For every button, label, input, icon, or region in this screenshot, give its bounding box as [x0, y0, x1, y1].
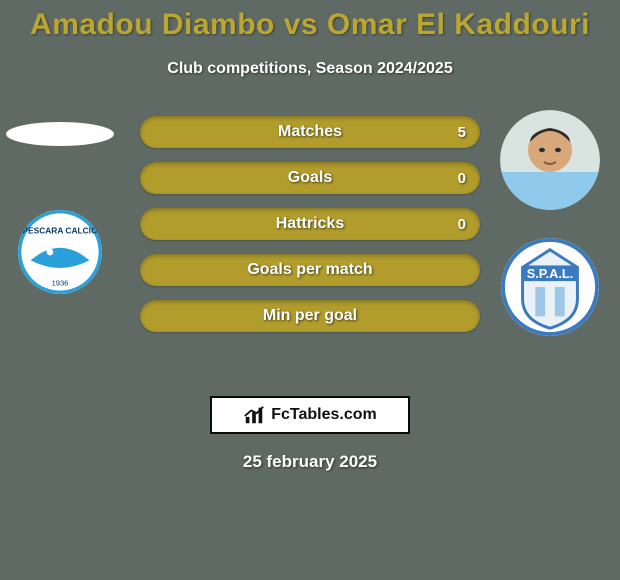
svg-text:PESCARA CALCIO: PESCARA CALCIO: [22, 226, 98, 236]
player-face-icon: [500, 110, 600, 210]
spal-badge-icon: S.P.A.L.: [501, 238, 599, 336]
comparison-card: Amadou Diambo vs Omar El Kaddouri Club c…: [0, 0, 620, 580]
stat-row-hattricks: Hattricks 0: [140, 208, 480, 240]
branding-badge: FcTables.com: [210, 396, 410, 434]
stat-label: Matches: [278, 123, 342, 141]
stat-right-value: 0: [458, 170, 466, 187]
stat-label: Hattricks: [276, 215, 344, 233]
subtitle: Club competitions, Season 2024/2025: [0, 60, 620, 78]
stat-row-matches: Matches 5: [140, 116, 480, 148]
right-club-badge: S.P.A.L.: [501, 238, 599, 336]
page-title: Amadou Diambo vs Omar El Kaddouri: [0, 0, 620, 42]
stat-label: Min per goal: [263, 307, 357, 325]
left-player-column: PESCARA CALCIO 1936: [0, 110, 120, 294]
stat-right-value: 5: [458, 124, 466, 141]
stat-label: Goals per match: [247, 261, 372, 279]
stat-row-goals: Goals 0: [140, 162, 480, 194]
date-text: 25 february 2025: [0, 452, 620, 472]
svg-text:S.P.A.L.: S.P.A.L.: [527, 266, 573, 281]
stat-bars: Matches 5 Goals 0 Hattricks 0 Goals per …: [140, 116, 480, 332]
right-player-column: S.P.A.L.: [490, 110, 610, 336]
left-player-photo: [6, 122, 114, 146]
stat-row-goals-per-match: Goals per match: [140, 254, 480, 286]
right-player-photo: [500, 110, 600, 210]
branding-text: FcTables.com: [271, 406, 377, 424]
svg-text:1936: 1936: [52, 279, 69, 288]
stat-right-value: 0: [458, 216, 466, 233]
stat-label: Goals: [288, 169, 332, 187]
left-club-badge: PESCARA CALCIO 1936: [18, 210, 102, 294]
chart-icon: [243, 404, 265, 426]
pescara-badge-icon: PESCARA CALCIO 1936: [18, 210, 102, 294]
main-content: PESCARA CALCIO 1936 Matches 5 Goals 0 Ha…: [0, 110, 620, 370]
stat-row-min-per-goal: Min per goal: [140, 300, 480, 332]
